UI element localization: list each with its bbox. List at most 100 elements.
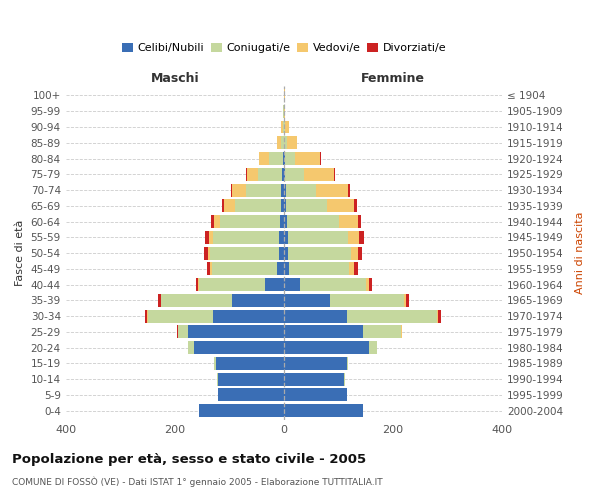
Bar bbox=[281, 200, 284, 212]
Bar bbox=[354, 200, 356, 212]
Bar bbox=[284, 152, 295, 165]
Bar bbox=[281, 184, 284, 196]
Bar bbox=[207, 262, 210, 276]
Bar bbox=[301, 278, 366, 291]
Bar bbox=[287, 136, 296, 149]
Bar bbox=[212, 262, 277, 276]
Bar bbox=[247, 168, 258, 181]
Bar bbox=[198, 278, 199, 291]
Bar bbox=[280, 215, 284, 228]
Legend: Celibi/Nubili, Coniugati/e, Vedovi/e, Divorziati/e: Celibi/Nubili, Coniugati/e, Vedovi/e, Di… bbox=[118, 38, 451, 58]
Bar bbox=[235, 200, 281, 212]
Bar bbox=[334, 168, 335, 181]
Bar bbox=[347, 310, 437, 322]
Bar bbox=[196, 278, 198, 291]
Bar bbox=[366, 278, 368, 291]
Bar bbox=[289, 262, 349, 276]
Bar bbox=[284, 326, 363, 338]
Bar bbox=[284, 215, 287, 228]
Bar bbox=[210, 262, 212, 276]
Bar bbox=[265, 278, 284, 291]
Bar bbox=[277, 262, 284, 276]
Bar bbox=[220, 215, 280, 228]
Bar bbox=[158, 294, 161, 307]
Bar bbox=[359, 231, 364, 244]
Bar bbox=[358, 215, 361, 228]
Bar bbox=[216, 357, 284, 370]
Bar bbox=[406, 294, 409, 307]
Bar bbox=[358, 246, 362, 260]
Bar bbox=[286, 184, 316, 196]
Text: Maschi: Maschi bbox=[151, 72, 199, 86]
Bar bbox=[284, 184, 286, 196]
Bar bbox=[281, 120, 283, 134]
Bar bbox=[354, 262, 358, 276]
Bar bbox=[232, 294, 284, 307]
Text: COMUNE DI FOSSÒ (VE) - Dati ISTAT 1° gennaio 2005 - Elaborazione TUTTITALIA.IT: COMUNE DI FOSSÒ (VE) - Dati ISTAT 1° gen… bbox=[12, 476, 383, 487]
Bar bbox=[278, 231, 284, 244]
Bar bbox=[331, 294, 404, 307]
Bar bbox=[285, 168, 304, 181]
Bar bbox=[231, 184, 232, 196]
Bar bbox=[205, 231, 209, 244]
Bar bbox=[284, 105, 285, 118]
Bar bbox=[258, 168, 283, 181]
Bar bbox=[161, 294, 232, 307]
Bar bbox=[283, 168, 284, 181]
Bar bbox=[188, 341, 194, 354]
Bar bbox=[284, 310, 347, 322]
Bar bbox=[218, 388, 284, 402]
Bar bbox=[284, 404, 363, 417]
Bar bbox=[404, 294, 406, 307]
Bar bbox=[188, 326, 284, 338]
Bar bbox=[368, 278, 372, 291]
Bar bbox=[349, 231, 359, 244]
Bar bbox=[211, 215, 214, 228]
Bar bbox=[145, 310, 147, 322]
Bar bbox=[284, 294, 331, 307]
Bar bbox=[347, 357, 349, 370]
Bar bbox=[316, 184, 349, 196]
Bar bbox=[326, 200, 354, 212]
Bar bbox=[285, 120, 289, 134]
Bar bbox=[338, 215, 358, 228]
Bar bbox=[284, 357, 347, 370]
Bar bbox=[214, 215, 220, 228]
Bar bbox=[281, 136, 284, 149]
Bar bbox=[284, 120, 285, 134]
Bar bbox=[284, 246, 289, 260]
Bar bbox=[209, 231, 213, 244]
Bar bbox=[284, 341, 368, 354]
Bar bbox=[259, 152, 269, 165]
Bar bbox=[284, 262, 289, 276]
Bar bbox=[284, 231, 289, 244]
Bar bbox=[283, 152, 284, 165]
Bar bbox=[351, 246, 358, 260]
Bar bbox=[284, 278, 301, 291]
Bar bbox=[204, 246, 208, 260]
Bar bbox=[223, 200, 224, 212]
Bar bbox=[277, 136, 281, 149]
Bar bbox=[208, 246, 210, 260]
Bar bbox=[363, 326, 401, 338]
Bar bbox=[214, 357, 216, 370]
Bar bbox=[278, 246, 284, 260]
Bar bbox=[286, 200, 326, 212]
Bar bbox=[437, 310, 438, 322]
Bar bbox=[218, 372, 284, 386]
Bar bbox=[438, 310, 440, 322]
Bar bbox=[232, 184, 246, 196]
Text: Popolazione per età, sesso e stato civile - 2005: Popolazione per età, sesso e stato civil… bbox=[12, 452, 366, 466]
Bar bbox=[199, 404, 284, 417]
Bar bbox=[289, 231, 349, 244]
Bar bbox=[213, 231, 278, 244]
Bar bbox=[289, 246, 351, 260]
Bar bbox=[194, 341, 284, 354]
Bar bbox=[178, 326, 188, 338]
Y-axis label: Anni di nascita: Anni di nascita bbox=[575, 212, 585, 294]
Bar bbox=[349, 262, 354, 276]
Bar bbox=[284, 388, 347, 402]
Bar bbox=[148, 310, 213, 322]
Bar bbox=[224, 200, 235, 212]
Bar bbox=[284, 200, 286, 212]
